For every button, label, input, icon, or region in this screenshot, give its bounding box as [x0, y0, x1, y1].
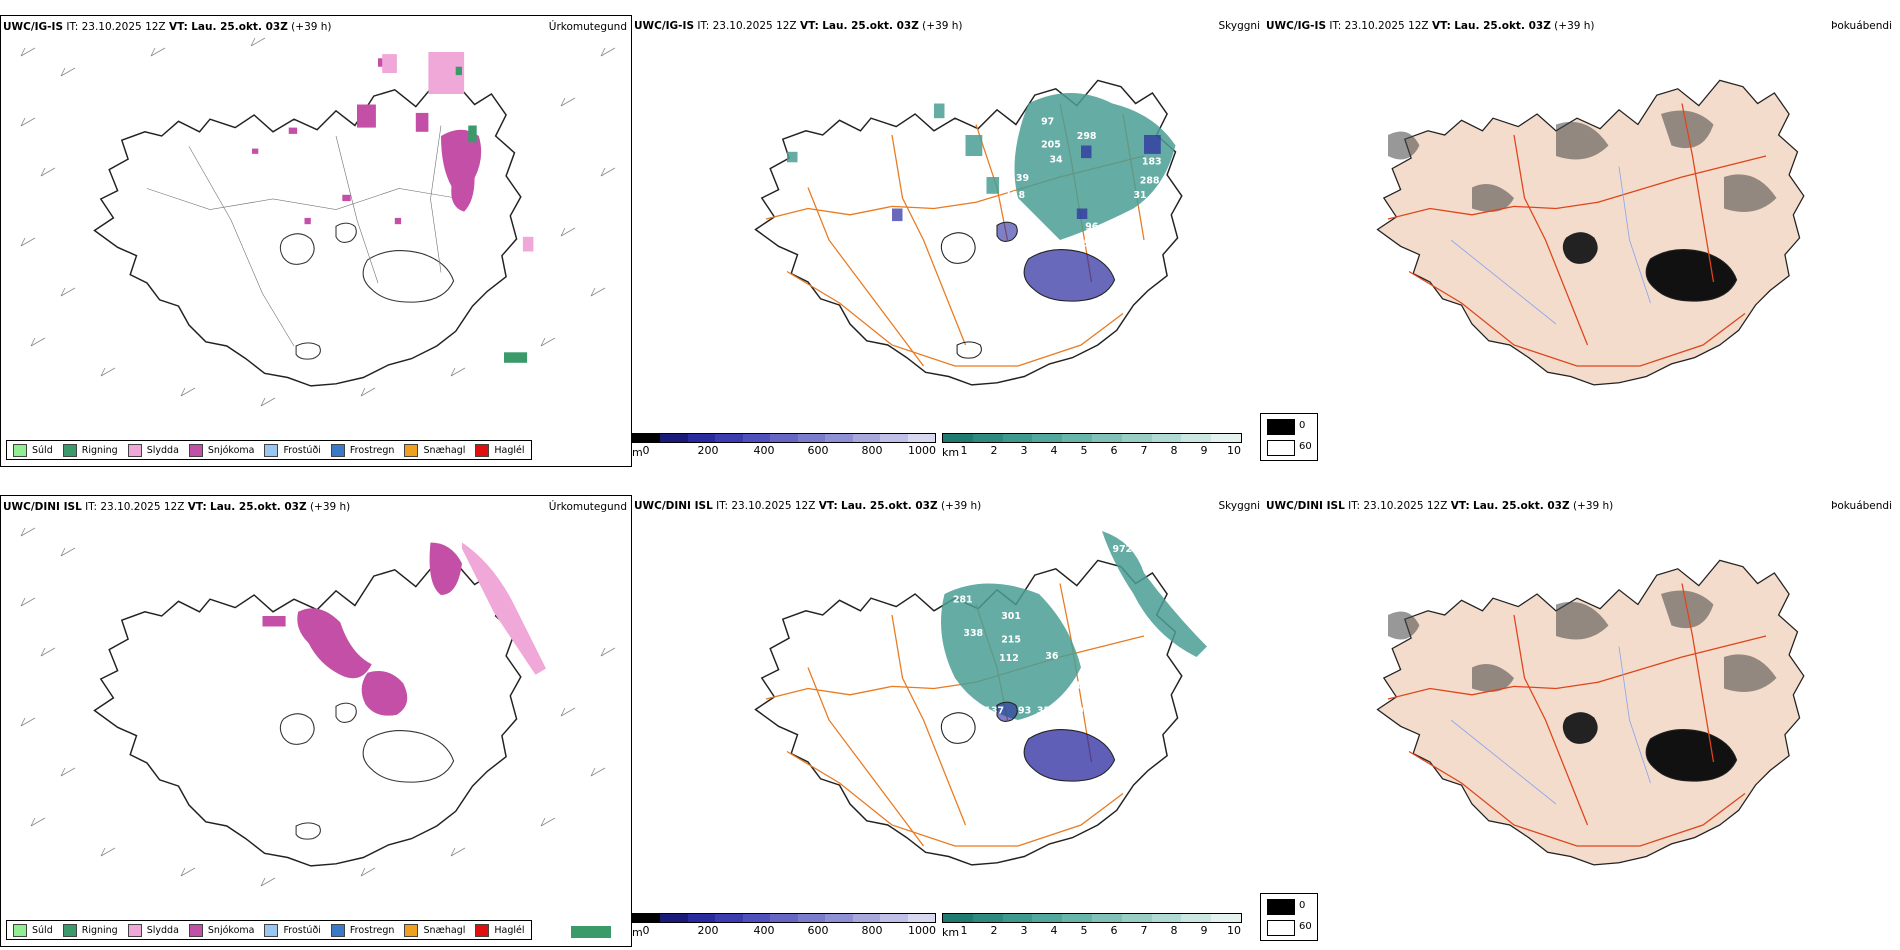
vis-label: 85 — [1077, 238, 1090, 249]
swatch — [475, 923, 490, 937]
legend-item-frostudi: Frostúði — [264, 443, 321, 457]
precip-legend: Súld Rigning Slydda Snjókoma Frostúði Fr… — [6, 920, 532, 940]
vis-label: 298 — [1077, 131, 1097, 142]
vis-label: 97 — [1041, 116, 1054, 127]
panel-type-label: Úrkomutegund — [548, 21, 627, 33]
fog-panel-bottom: UWC/DINI ISL IT: 23.10.2025 12Z VT: Lau.… — [1260, 495, 1896, 947]
fog-swatch-low — [1267, 920, 1295, 936]
swatch — [404, 443, 419, 457]
legend-item-frostudi: Frostúði — [264, 923, 321, 937]
vis-label: 13 — [1104, 689, 1117, 700]
panel-title: UWC/IG-IS IT: 23.10.2025 12Z VT: Lau. 25… — [3, 21, 332, 33]
vis-label: 205 — [1041, 140, 1061, 151]
panel-type-label: Þokuábendi — [1831, 20, 1892, 32]
legend-item-sudd: Súld — [13, 443, 53, 457]
legend-item-sudd: Súld — [13, 923, 53, 937]
swatch — [404, 923, 419, 937]
visibility-panel-top: 97 298 205 34 118 39 183 288 31 116 163 … — [632, 15, 1264, 467]
vis-label: 288 — [1140, 175, 1160, 186]
vis-label: 137 — [984, 706, 1004, 717]
visibility-scale-m: 0 200 400 600 800 1000 — [632, 913, 936, 939]
swatch — [264, 923, 279, 937]
visibility-scale-km: 1 2 3 4 5 6 7 8 9 10 — [942, 433, 1242, 459]
vis-label: 36 — [1045, 651, 1059, 662]
vis-label: 118 — [1005, 190, 1025, 201]
precip-map-top — [20, 37, 616, 458]
legend-item-snjokoma: Snjókoma — [188, 923, 254, 937]
swatch — [475, 443, 490, 457]
swatch — [264, 443, 279, 457]
legend-item-slydda: Slydda — [127, 923, 179, 937]
precip-type-panel-top: UWC/IG-IS IT: 23.10.2025 12Z VT: Lau. 25… — [0, 15, 632, 467]
vis-label: 355 — [1037, 706, 1057, 717]
vis-label: 281 — [953, 594, 973, 605]
visibility-scale-m: 0 200 400 600 800 1000 — [632, 433, 936, 459]
precip-legend: Súld Rigning Slydda Snjókoma Frostúði Fr… — [6, 440, 532, 460]
panel-title: UWC/IG-IS IT: 23.10.2025 12Z VT: Lau. 25… — [634, 20, 963, 32]
vis-label: 163 — [982, 245, 1002, 256]
vis-label: 96 — [1085, 221, 1099, 232]
swatch — [330, 443, 345, 457]
panel-type-label: Skyggni — [1218, 20, 1261, 32]
panel-type-label: Skyggni — [1218, 500, 1261, 512]
wind-barbs — [20, 37, 616, 407]
vis-label: 93 — [1018, 706, 1031, 717]
swatch — [13, 443, 27, 457]
vis-label: 103 — [1071, 706, 1091, 717]
panel-type-label: Úrkomutegund — [548, 501, 627, 513]
fog-swatch-high — [1267, 419, 1295, 435]
swatch — [62, 923, 77, 937]
legend-item-snaehagl: Snæhagl — [404, 923, 465, 937]
panel-title: UWC/DINI ISL IT: 23.10.2025 12Z VT: Lau.… — [634, 500, 982, 512]
fog-swatch-high — [1267, 899, 1295, 915]
swatch — [188, 443, 203, 457]
swatch — [13, 923, 27, 937]
visibility-map-bottom: 972 281 301 338 215 112 36 105 137 93 35… — [754, 531, 1207, 866]
visibility-scales: 0 200 400 600 800 1000 m 1 2 3 4 5 6 7 8 — [632, 433, 1264, 459]
panel-title: UWC/DINI ISL IT: 23.10.2025 12Z VT: Lau.… — [3, 501, 351, 513]
vis-label: 301 — [1001, 611, 1021, 622]
visibility-map-top: 97 298 205 34 118 39 183 288 31 116 163 … — [754, 79, 1183, 386]
vis-label: 183 — [1142, 156, 1162, 167]
visibility-panel-bottom: 972 281 301 338 215 112 36 105 137 93 35… — [632, 495, 1264, 947]
vis-label: 116 — [945, 221, 965, 232]
visibility-scales: 0 200 400 600 800 1000 m 1 2 3 4 5 6 7 8 — [632, 913, 1264, 939]
precip-map-bottom — [20, 527, 616, 938]
swatch — [330, 923, 345, 937]
panel-title: UWC/DINI ISL IT: 23.10.2025 12Z VT: Lau.… — [1266, 500, 1614, 512]
legend-item-snjokoma: Snjókoma — [188, 443, 254, 457]
legend-item-slydda: Slydda — [127, 443, 179, 457]
vis-label: 34 — [1050, 154, 1064, 165]
visibility-fields — [787, 93, 1176, 240]
legend-item-frostregn: Frostregn — [330, 443, 394, 457]
fog-map-top — [1376, 79, 1805, 386]
swatch — [127, 443, 142, 457]
vis-label: 39 — [1016, 173, 1029, 184]
legend-item-rigning: Rigning — [62, 923, 118, 937]
fog-map-bottom — [1376, 559, 1805, 866]
legend-item-haglel: Haglél — [475, 923, 525, 937]
fog-swatch-low — [1267, 440, 1295, 456]
fog-legend: 0 60 — [1260, 893, 1318, 941]
vis-label: 972 — [1113, 544, 1133, 555]
swatch — [62, 443, 77, 457]
legend-item-snaehagl: Snæhagl — [404, 443, 465, 457]
legend-item-rigning: Rigning — [62, 443, 118, 457]
swatch — [127, 923, 142, 937]
panel-title: UWC/IG-IS IT: 23.10.2025 12Z VT: Lau. 25… — [1266, 20, 1595, 32]
swatch — [188, 923, 203, 937]
legend-item-frostregn: Frostregn — [330, 923, 394, 937]
fog-legend: 0 60 — [1260, 413, 1318, 461]
visibility-scale-km: 1 2 3 4 5 6 7 8 9 10 — [942, 913, 1242, 939]
panel-type-label: Þokuábendi — [1831, 500, 1892, 512]
vis-label: 338 — [963, 628, 983, 639]
vis-label: 112 — [999, 653, 1019, 664]
precip-type-panel-bottom: UWC/DINI ISL IT: 23.10.2025 12Z VT: Lau.… — [0, 495, 632, 947]
legend-item-haglel: Haglél — [475, 443, 525, 457]
vis-label: 105 — [1075, 681, 1095, 692]
vis-label: 31 — [1134, 190, 1147, 201]
vis-label: 215 — [1001, 634, 1021, 645]
fog-panel-top: UWC/IG-IS IT: 23.10.2025 12Z VT: Lau. 25… — [1260, 15, 1896, 467]
